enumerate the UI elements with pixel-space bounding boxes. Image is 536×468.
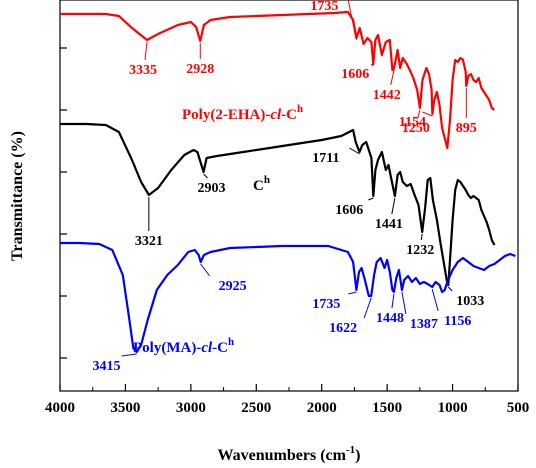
axis-ticks: 4000 3500 3000 2500 2000 1500 1000 500 <box>45 47 530 416</box>
y-axis-title: Transmittance (%) <box>9 131 26 261</box>
series-label-tail: -C <box>281 107 297 123</box>
series-label-sup: h <box>264 174 270 186</box>
peak-annotation: 895 <box>456 121 477 136</box>
peak-annotation: 1448 <box>376 311 404 326</box>
plot-area <box>59 0 519 392</box>
annotation-leader <box>203 173 208 179</box>
annotation-leader <box>390 66 396 86</box>
peak-annotation: 1033 <box>456 294 484 309</box>
annotation-leader <box>391 293 395 309</box>
annotation-leader <box>422 111 433 117</box>
x-axis-title-main: Wavenumbers (cm <box>218 447 347 464</box>
series-label-tail: -C <box>212 340 228 356</box>
annotation-leader <box>420 233 423 241</box>
annotation-leader <box>144 41 148 61</box>
x-tick-label: 500 <box>507 400 530 416</box>
peak-annotation: 1154 <box>399 115 426 130</box>
x-tick-label: 1500 <box>372 400 402 416</box>
peak-annotation: 3321 <box>135 234 163 249</box>
series-label-main: C <box>253 178 264 194</box>
series-label-main: Poly(MA)- <box>133 340 201 356</box>
series-layer <box>60 10 516 354</box>
peak-annotation: 1441 <box>375 217 403 232</box>
annotation-leader <box>370 63 374 67</box>
x-tick-label: 2500 <box>241 400 271 416</box>
peak-annotation: 1711 <box>312 151 339 166</box>
x-tick-label: 3500 <box>110 400 140 416</box>
peak-annotation: 1156 <box>444 314 471 329</box>
series-label: Poly(2-EHA)-cl-Ch <box>182 103 303 123</box>
annotation-leader <box>368 197 374 201</box>
peak-annotation: 1606 <box>341 67 369 82</box>
x-axis-title: Wavenumbers (cm-1) <box>218 444 361 464</box>
series-label-italic: cl <box>270 107 282 123</box>
series-label-italic: cl <box>201 340 213 356</box>
annotation-leader <box>391 197 396 215</box>
series-label: Poly(MA)-cl-Ch <box>133 336 234 356</box>
x-tick-label: 2000 <box>307 400 337 416</box>
annotation-leader <box>431 288 439 312</box>
peak-annotation: 1442 <box>373 88 401 103</box>
peak-annotation: 3335 <box>129 63 157 78</box>
series-label-main: Poly(2-EHA)- <box>182 107 270 123</box>
peak-annotation: 1735 <box>310 0 338 14</box>
peak-annotation: 1622 <box>329 321 357 336</box>
series-line <box>60 241 516 354</box>
series-label-sup: h <box>228 336 234 348</box>
annotation-leader <box>200 263 211 277</box>
peak-annotation: 1387 <box>410 317 438 332</box>
annotation-leader <box>363 297 372 319</box>
annotation-leader <box>348 291 357 295</box>
annotation-leader <box>121 353 137 357</box>
plot-frame <box>59 0 519 392</box>
peak-annotation: 3415 <box>93 359 121 374</box>
peak-annotation: 1606 <box>335 203 363 218</box>
annotation-leader <box>349 147 360 155</box>
series-label-sup: h <box>297 103 303 115</box>
annotation-leader <box>401 291 407 315</box>
peak-annotation: 2925 <box>219 279 247 294</box>
peak-annotation: 2928 <box>186 62 214 77</box>
x-axis-title-tail: ) <box>355 447 360 464</box>
x-tick-label: 1000 <box>438 400 468 416</box>
x-tick-label: 3000 <box>176 400 206 416</box>
series-line <box>60 10 496 150</box>
series-line <box>60 122 496 287</box>
peak-annotation: 1250 <box>402 121 430 136</box>
x-axis-title-sup: -1 <box>346 444 355 456</box>
peak-annotation: 1232 <box>406 243 434 258</box>
annotation-leader <box>347 0 357 41</box>
peak-annotation: 1735 <box>312 297 340 312</box>
x-tick-label: 4000 <box>45 400 75 416</box>
peak-annotation: 2903 <box>198 181 226 196</box>
annotation-leader <box>447 286 453 292</box>
annotation-leader <box>417 109 421 119</box>
series-label: Ch <box>253 174 270 194</box>
